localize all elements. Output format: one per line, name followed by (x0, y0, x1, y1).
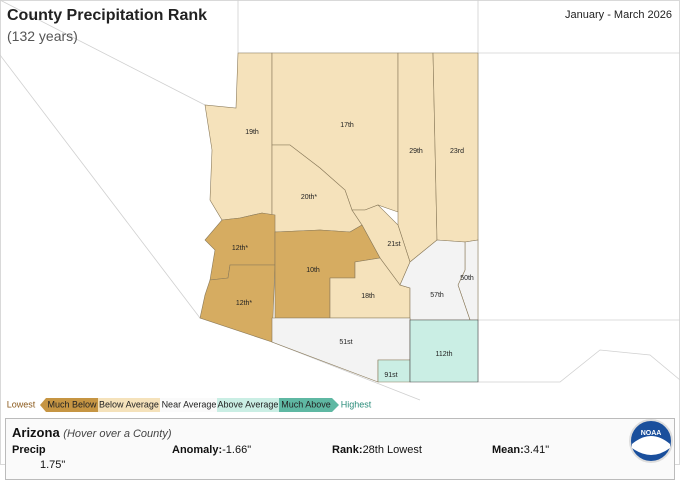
title-span: (132 years) (7, 28, 78, 44)
state: Arizona (Hover over a County) (12, 425, 172, 440)
county-label: 10th (306, 267, 320, 274)
county-labels: 19th 17th 29th 23rd 20th* 21st 12th* 12th* 10th 1… (232, 122, 474, 379)
county-label: 19th (245, 129, 259, 136)
county-label: 18th (361, 293, 375, 300)
county-label: 50th (460, 275, 474, 282)
county[interactable] (399, 239, 471, 321)
row-label: Precip (12, 444, 46, 456)
county-label: 112th (436, 351, 453, 358)
county-label: 12th* (236, 300, 253, 307)
county[interactable] (397, 52, 438, 263)
county-label: 17th (340, 122, 354, 129)
title: County Precipitation Rank (132 years) (7, 6, 237, 47)
legend-swatch (160, 398, 217, 412)
state-name: Arizona (12, 425, 60, 440)
county-label: 91st (384, 372, 397, 379)
county-label: 23rd (450, 148, 464, 155)
info-panel: Arizona (Hover over a County) Precip Ano… (5, 418, 675, 480)
rank-value: 28th Lowest (362, 444, 422, 456)
county-label: 29th (409, 148, 423, 155)
county-label: 51st (339, 339, 352, 346)
legend-swatch (279, 398, 339, 412)
county[interactable] (204, 52, 273, 221)
legend-item: Much Below (47, 399, 97, 409)
county-label: 20th* (301, 194, 318, 201)
logo[interactable]: NOAA (628, 418, 674, 464)
hint: (Hover over a County) (63, 428, 172, 440)
logo-text: NOAA (641, 430, 662, 437)
county[interactable] (409, 319, 479, 383)
title-text: County Precipitation Rank (7, 7, 208, 24)
legend-swatch (40, 398, 98, 412)
rank: Rank:28th Lowest (332, 444, 422, 456)
legend-high: Highest (341, 399, 372, 409)
legend-low: Lowest (7, 399, 36, 409)
mean-label: Mean: (492, 444, 524, 456)
anomaly: Anomaly:-1.66" (172, 444, 251, 456)
map: 19th 17th 29th 23rd 20th* 21st 12th* 12th* 10th 1… (0, 0, 680, 465)
legend-item: Near Average (162, 399, 217, 409)
county-label: 57th (430, 292, 444, 299)
county-label: 21st (387, 241, 400, 248)
rank-label: Rank: (332, 444, 363, 456)
county[interactable] (199, 264, 276, 343)
legend-item: Much Above (281, 399, 331, 409)
legend-item: Above Average (218, 399, 279, 409)
legend: Lowest Much Below Below Average Near Ave… (7, 398, 372, 412)
county-label: 12th* (232, 245, 249, 252)
mean: Mean:3.41" (492, 444, 549, 456)
anomaly-value: -1.66" (222, 444, 252, 456)
cut-value: 1.75" (40, 459, 66, 471)
anomaly-label: Anomaly: (172, 444, 223, 456)
period: January - March 2026 (565, 9, 672, 21)
legend-swatch (98, 398, 160, 412)
legend-item: Below Average (99, 399, 159, 409)
mean-value: 3.41" (523, 444, 550, 456)
legend-swatch (217, 398, 279, 412)
